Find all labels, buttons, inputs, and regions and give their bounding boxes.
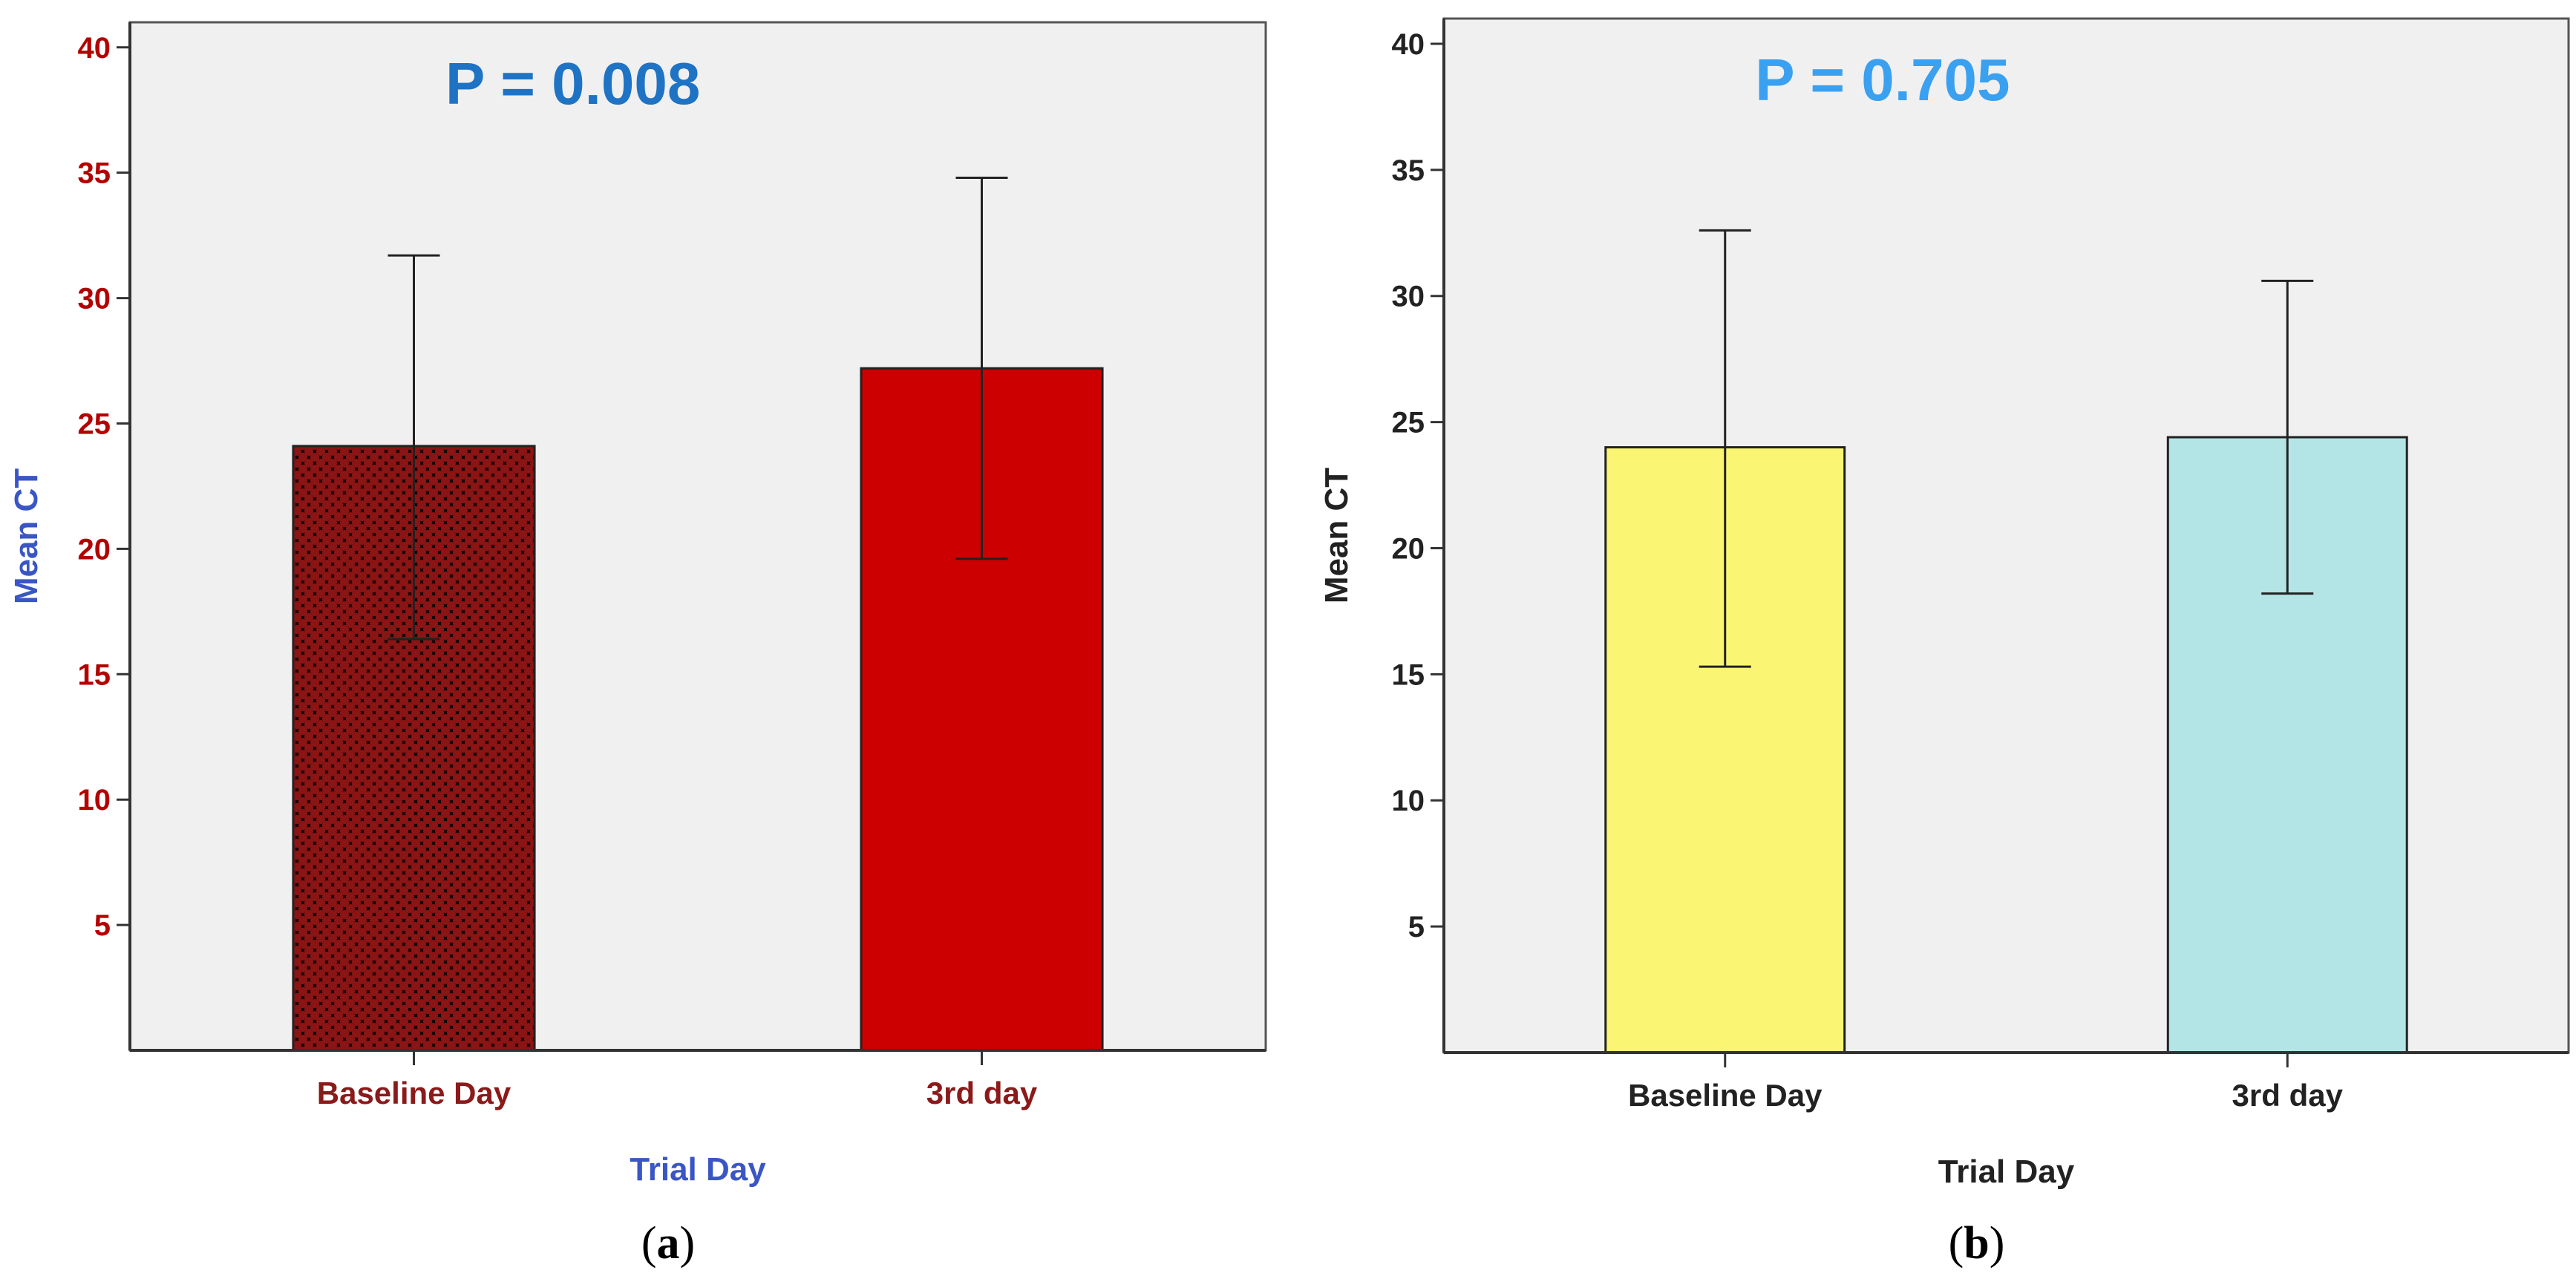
bar-chart-b: 5 10 15 20 25 30 35 40 Baseline Day 3rd day Trial … [1318, 17, 2570, 1269]
x-category-label: 3rd day [926, 1076, 1038, 1110]
y-tick-label: 20 [78, 533, 111, 566]
error-bar-3rd-day [955, 176, 1008, 560]
y-axis-title: Mean CT [1318, 468, 1355, 603]
y-tick-label: 40 [1392, 28, 1425, 61]
y-tick-label: 35 [1392, 154, 1425, 187]
x-category-label: Baseline Day [1628, 1078, 1823, 1113]
error-bar-baseline-day [388, 254, 440, 641]
y-axis-title: Mean CT [8, 468, 45, 604]
y-tick-label: 15 [1392, 658, 1425, 691]
y-tick-label: 10 [1392, 785, 1425, 817]
y-tick-label: 35 [78, 157, 111, 190]
y-tick-label: 30 [78, 283, 111, 315]
chart-panel-a: 5 10 15 20 25 30 35 40 Baseline Day 3rd day Trial … [8, 21, 1267, 1269]
error-bar-baseline-day [1699, 229, 1751, 668]
p-value-annotation: P = 0.705 [1755, 47, 2010, 113]
y-tick-label: 5 [94, 909, 111, 942]
y-tick-label: 40 [78, 32, 111, 65]
x-axis-title: Trial Day [1938, 1154, 2075, 1190]
y-tick-label: 15 [78, 658, 111, 691]
y-tick-label: 25 [78, 408, 111, 440]
chart-panel-b: 5 10 15 20 25 30 35 40 Baseline Day 3rd day Trial … [1288, 0, 2576, 1276]
x-category-label: Baseline Day [317, 1076, 511, 1110]
y-tick-label: 10 [78, 784, 111, 817]
x-category-label: 3rd day [2232, 1078, 2344, 1113]
y-tick-label: 25 [1392, 407, 1425, 439]
x-axis-title: Trial Day [630, 1151, 766, 1188]
panel-caption: (b) [1949, 1218, 2005, 1269]
bar-chart-a: 5 10 15 20 25 30 35 40 Baseline Day 3rd day Trial … [8, 21, 1267, 1269]
y-tick-label: 5 [1408, 911, 1425, 943]
y-tick-label: 30 [1392, 281, 1425, 313]
panel-caption: (a) [641, 1218, 695, 1269]
error-bar-3rd-day [2261, 279, 2314, 595]
p-value-annotation: P = 0.008 [445, 50, 700, 117]
y-tick-label: 20 [1392, 532, 1425, 565]
